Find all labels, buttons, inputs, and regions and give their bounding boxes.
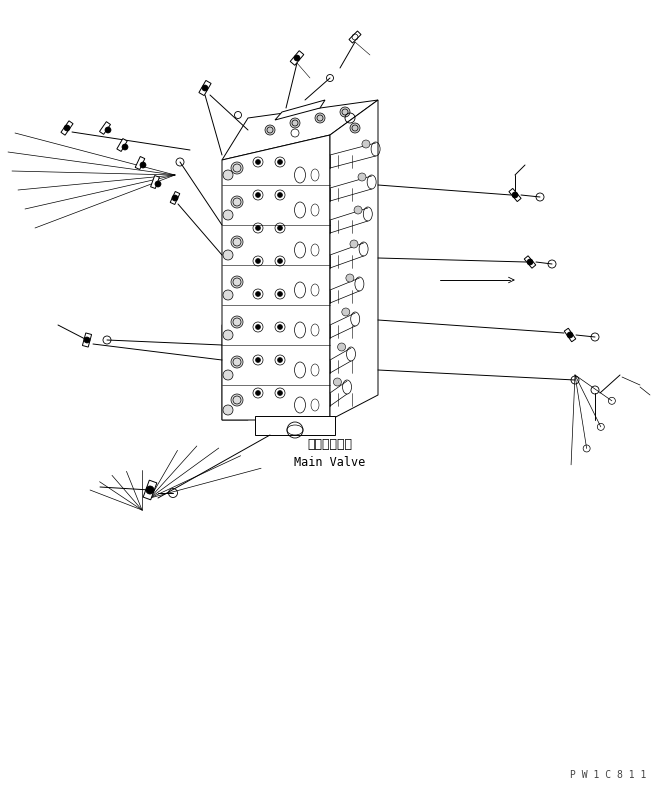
Circle shape: [512, 192, 518, 198]
Circle shape: [255, 193, 261, 197]
Circle shape: [265, 125, 275, 135]
Circle shape: [223, 290, 233, 300]
Circle shape: [155, 181, 161, 187]
Circle shape: [277, 324, 283, 330]
Circle shape: [140, 162, 146, 168]
Circle shape: [315, 113, 325, 123]
Polygon shape: [170, 191, 180, 205]
Polygon shape: [222, 310, 248, 420]
Circle shape: [172, 195, 178, 201]
Circle shape: [105, 127, 111, 133]
Circle shape: [277, 193, 283, 197]
Polygon shape: [222, 135, 330, 420]
Circle shape: [223, 170, 233, 180]
Circle shape: [255, 159, 261, 164]
Circle shape: [255, 259, 261, 263]
Circle shape: [146, 486, 154, 494]
Circle shape: [64, 125, 70, 131]
Circle shape: [223, 405, 233, 415]
Polygon shape: [330, 100, 378, 420]
Polygon shape: [199, 80, 211, 96]
Circle shape: [231, 316, 243, 328]
Polygon shape: [349, 31, 361, 43]
Circle shape: [567, 332, 573, 338]
Circle shape: [255, 390, 261, 396]
Text: Main Valve: Main Valve: [294, 455, 366, 469]
Polygon shape: [117, 139, 127, 151]
Circle shape: [350, 123, 360, 133]
Circle shape: [231, 196, 243, 208]
Circle shape: [277, 292, 283, 297]
Circle shape: [527, 259, 533, 265]
Circle shape: [122, 144, 128, 150]
Circle shape: [277, 390, 283, 396]
Polygon shape: [135, 156, 145, 170]
Circle shape: [290, 118, 300, 128]
Circle shape: [350, 240, 358, 248]
Circle shape: [338, 343, 346, 351]
Polygon shape: [83, 333, 91, 347]
Text: P W 1 C 8 1 1: P W 1 C 8 1 1: [570, 770, 646, 780]
Circle shape: [362, 140, 370, 148]
Polygon shape: [255, 416, 335, 435]
Circle shape: [223, 210, 233, 220]
Circle shape: [277, 159, 283, 164]
Circle shape: [334, 378, 342, 386]
Circle shape: [277, 225, 283, 231]
Circle shape: [231, 276, 243, 288]
Polygon shape: [524, 256, 536, 268]
Polygon shape: [143, 481, 157, 500]
Text: メインバルブ: メインバルブ: [307, 439, 352, 451]
Polygon shape: [61, 121, 73, 135]
Circle shape: [231, 162, 243, 174]
Polygon shape: [290, 51, 303, 65]
Circle shape: [255, 292, 261, 297]
Polygon shape: [509, 189, 521, 201]
Circle shape: [255, 358, 261, 362]
Polygon shape: [99, 121, 111, 134]
Circle shape: [277, 358, 283, 362]
Circle shape: [277, 259, 283, 263]
Circle shape: [358, 173, 366, 181]
Circle shape: [202, 85, 208, 91]
Polygon shape: [222, 100, 378, 160]
Circle shape: [223, 330, 233, 340]
Circle shape: [354, 206, 362, 214]
Circle shape: [84, 337, 90, 343]
Polygon shape: [151, 175, 159, 189]
Circle shape: [231, 394, 243, 406]
Polygon shape: [564, 328, 576, 342]
Circle shape: [346, 274, 354, 282]
Circle shape: [255, 324, 261, 330]
Circle shape: [255, 225, 261, 231]
Circle shape: [231, 236, 243, 248]
Circle shape: [223, 370, 233, 380]
Polygon shape: [275, 100, 325, 120]
Circle shape: [231, 356, 243, 368]
Circle shape: [342, 308, 350, 316]
Circle shape: [223, 250, 233, 260]
Circle shape: [294, 55, 300, 61]
Circle shape: [340, 107, 350, 117]
